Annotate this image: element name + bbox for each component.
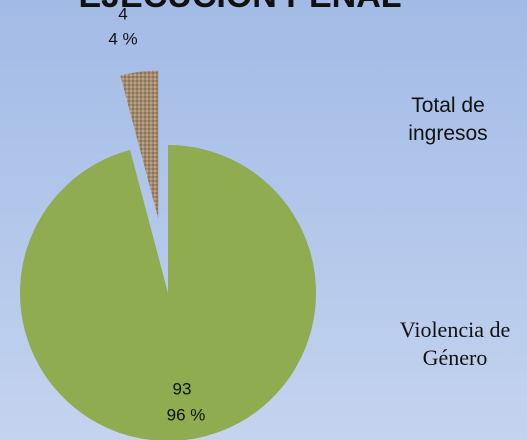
value-label: 93 — [173, 379, 192, 398]
legend-label: Violencia de Género — [399, 317, 511, 370]
percent-label: 96 % — [167, 405, 206, 424]
value-label: 4 — [118, 4, 127, 23]
pie-slice — [20, 145, 316, 440]
legend-label: Total de ingresos — [408, 94, 488, 145]
chart-title: EJECUCIÓN PENAL — [78, 0, 401, 15]
percent-label: 4 % — [108, 29, 137, 48]
pie-slice — [120, 70, 159, 219]
